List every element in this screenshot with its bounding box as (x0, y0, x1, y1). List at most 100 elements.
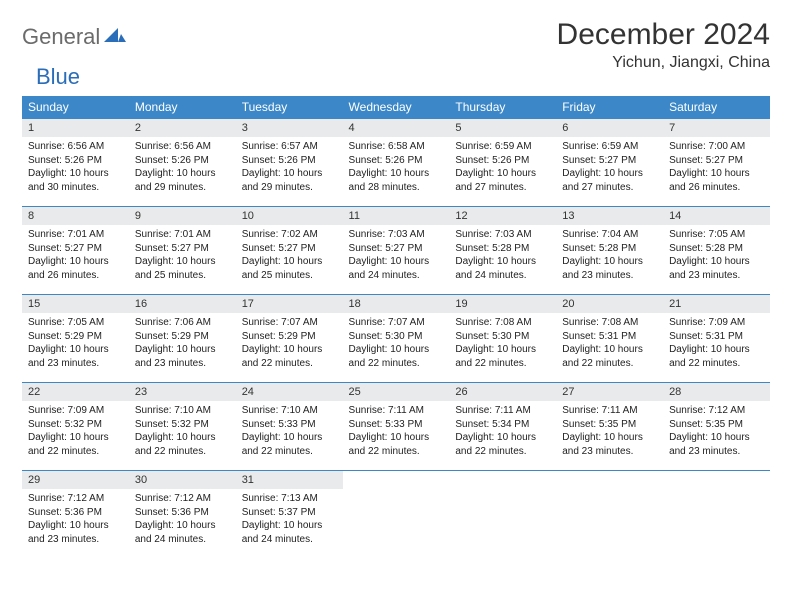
day-cell-empty (343, 471, 450, 559)
day-cell: 13Sunrise: 7:04 AMSunset: 5:28 PMDayligh… (556, 207, 663, 295)
day-header-monday: Monday (129, 96, 236, 119)
day-cell: 8Sunrise: 7:01 AMSunset: 5:27 PMDaylight… (22, 207, 129, 295)
day-details: Sunrise: 7:01 AMSunset: 5:27 PMDaylight:… (22, 225, 129, 288)
day-number: 30 (129, 471, 236, 489)
day-cell: 12Sunrise: 7:03 AMSunset: 5:28 PMDayligh… (449, 207, 556, 295)
day-cell: 20Sunrise: 7:08 AMSunset: 5:31 PMDayligh… (556, 295, 663, 383)
day-cell: 9Sunrise: 7:01 AMSunset: 5:27 PMDaylight… (129, 207, 236, 295)
day-details: Sunrise: 6:56 AMSunset: 5:26 PMDaylight:… (22, 137, 129, 200)
day-details: Sunrise: 7:05 AMSunset: 5:28 PMDaylight:… (663, 225, 770, 288)
day-cell: 30Sunrise: 7:12 AMSunset: 5:36 PMDayligh… (129, 471, 236, 559)
day-details: Sunrise: 7:11 AMSunset: 5:33 PMDaylight:… (343, 401, 450, 464)
day-cell: 15Sunrise: 7:05 AMSunset: 5:29 PMDayligh… (22, 295, 129, 383)
title-block: December 2024 Yichun, Jiangxi, China (557, 18, 770, 72)
day-number: 21 (663, 295, 770, 313)
day-number: 1 (22, 119, 129, 137)
day-number: 9 (129, 207, 236, 225)
day-cell: 22Sunrise: 7:09 AMSunset: 5:32 PMDayligh… (22, 383, 129, 471)
day-header-saturday: Saturday (663, 96, 770, 119)
day-number: 15 (22, 295, 129, 313)
day-cell: 29Sunrise: 7:12 AMSunset: 5:36 PMDayligh… (22, 471, 129, 559)
day-details: Sunrise: 7:08 AMSunset: 5:31 PMDaylight:… (556, 313, 663, 376)
day-cell-empty (449, 471, 556, 559)
day-cell: 27Sunrise: 7:11 AMSunset: 5:35 PMDayligh… (556, 383, 663, 471)
logo-text-blue: Blue (36, 64, 80, 90)
day-cell: 14Sunrise: 7:05 AMSunset: 5:28 PMDayligh… (663, 207, 770, 295)
day-number: 10 (236, 207, 343, 225)
day-details: Sunrise: 7:03 AMSunset: 5:28 PMDaylight:… (449, 225, 556, 288)
day-cell-empty (663, 471, 770, 559)
day-number: 11 (343, 207, 450, 225)
day-details: Sunrise: 7:11 AMSunset: 5:34 PMDaylight:… (449, 401, 556, 464)
day-number: 6 (556, 119, 663, 137)
logo-triangle-icon (104, 26, 126, 49)
day-cell: 21Sunrise: 7:09 AMSunset: 5:31 PMDayligh… (663, 295, 770, 383)
logo: General (22, 18, 128, 50)
day-cell: 1Sunrise: 6:56 AMSunset: 5:26 PMDaylight… (22, 119, 129, 207)
day-cell: 4Sunrise: 6:58 AMSunset: 5:26 PMDaylight… (343, 119, 450, 207)
day-header-tuesday: Tuesday (236, 96, 343, 119)
calendar-row: 29Sunrise: 7:12 AMSunset: 5:36 PMDayligh… (22, 471, 770, 559)
day-header-row: SundayMondayTuesdayWednesdayThursdayFrid… (22, 96, 770, 119)
day-details: Sunrise: 7:08 AMSunset: 5:30 PMDaylight:… (449, 313, 556, 376)
day-details: Sunrise: 7:10 AMSunset: 5:33 PMDaylight:… (236, 401, 343, 464)
day-number: 2 (129, 119, 236, 137)
calendar-row: 22Sunrise: 7:09 AMSunset: 5:32 PMDayligh… (22, 383, 770, 471)
day-number: 23 (129, 383, 236, 401)
day-details: Sunrise: 7:06 AMSunset: 5:29 PMDaylight:… (129, 313, 236, 376)
day-number: 7 (663, 119, 770, 137)
day-cell: 25Sunrise: 7:11 AMSunset: 5:33 PMDayligh… (343, 383, 450, 471)
calendar-row: 1Sunrise: 6:56 AMSunset: 5:26 PMDaylight… (22, 119, 770, 207)
day-number: 5 (449, 119, 556, 137)
day-details: Sunrise: 7:07 AMSunset: 5:30 PMDaylight:… (343, 313, 450, 376)
calendar-body: 1Sunrise: 6:56 AMSunset: 5:26 PMDaylight… (22, 119, 770, 559)
day-cell: 31Sunrise: 7:13 AMSunset: 5:37 PMDayligh… (236, 471, 343, 559)
day-details: Sunrise: 7:00 AMSunset: 5:27 PMDaylight:… (663, 137, 770, 200)
day-cell: 10Sunrise: 7:02 AMSunset: 5:27 PMDayligh… (236, 207, 343, 295)
day-details: Sunrise: 7:09 AMSunset: 5:32 PMDaylight:… (22, 401, 129, 464)
day-number: 22 (22, 383, 129, 401)
day-number: 13 (556, 207, 663, 225)
day-details: Sunrise: 6:58 AMSunset: 5:26 PMDaylight:… (343, 137, 450, 200)
day-details: Sunrise: 7:01 AMSunset: 5:27 PMDaylight:… (129, 225, 236, 288)
day-number: 27 (556, 383, 663, 401)
day-details: Sunrise: 7:03 AMSunset: 5:27 PMDaylight:… (343, 225, 450, 288)
day-cell: 18Sunrise: 7:07 AMSunset: 5:30 PMDayligh… (343, 295, 450, 383)
day-number: 16 (129, 295, 236, 313)
location: Yichun, Jiangxi, China (557, 54, 770, 72)
day-cell: 16Sunrise: 7:06 AMSunset: 5:29 PMDayligh… (129, 295, 236, 383)
day-number: 20 (556, 295, 663, 313)
day-number: 24 (236, 383, 343, 401)
day-cell: 26Sunrise: 7:11 AMSunset: 5:34 PMDayligh… (449, 383, 556, 471)
day-cell: 28Sunrise: 7:12 AMSunset: 5:35 PMDayligh… (663, 383, 770, 471)
day-details: Sunrise: 7:12 AMSunset: 5:35 PMDaylight:… (663, 401, 770, 464)
day-details: Sunrise: 7:05 AMSunset: 5:29 PMDaylight:… (22, 313, 129, 376)
day-number: 3 (236, 119, 343, 137)
calendar-row: 15Sunrise: 7:05 AMSunset: 5:29 PMDayligh… (22, 295, 770, 383)
calendar-row: 8Sunrise: 7:01 AMSunset: 5:27 PMDaylight… (22, 207, 770, 295)
day-details: Sunrise: 7:11 AMSunset: 5:35 PMDaylight:… (556, 401, 663, 464)
day-header-wednesday: Wednesday (343, 96, 450, 119)
day-cell: 23Sunrise: 7:10 AMSunset: 5:32 PMDayligh… (129, 383, 236, 471)
day-cell: 17Sunrise: 7:07 AMSunset: 5:29 PMDayligh… (236, 295, 343, 383)
day-number: 29 (22, 471, 129, 489)
day-details: Sunrise: 7:10 AMSunset: 5:32 PMDaylight:… (129, 401, 236, 464)
day-cell-empty (556, 471, 663, 559)
calendar-table: SundayMondayTuesdayWednesdayThursdayFrid… (22, 96, 770, 559)
day-cell: 6Sunrise: 6:59 AMSunset: 5:27 PMDaylight… (556, 119, 663, 207)
day-header-sunday: Sunday (22, 96, 129, 119)
logo-text-general: General (22, 24, 100, 50)
day-header-friday: Friday (556, 96, 663, 119)
day-number: 17 (236, 295, 343, 313)
day-cell: 11Sunrise: 7:03 AMSunset: 5:27 PMDayligh… (343, 207, 450, 295)
day-details: Sunrise: 6:56 AMSunset: 5:26 PMDaylight:… (129, 137, 236, 200)
day-header-thursday: Thursday (449, 96, 556, 119)
day-details: Sunrise: 6:57 AMSunset: 5:26 PMDaylight:… (236, 137, 343, 200)
day-cell: 5Sunrise: 6:59 AMSunset: 5:26 PMDaylight… (449, 119, 556, 207)
day-details: Sunrise: 7:12 AMSunset: 5:36 PMDaylight:… (22, 489, 129, 552)
day-number: 12 (449, 207, 556, 225)
day-number: 26 (449, 383, 556, 401)
day-cell: 24Sunrise: 7:10 AMSunset: 5:33 PMDayligh… (236, 383, 343, 471)
day-number: 14 (663, 207, 770, 225)
day-details: Sunrise: 7:07 AMSunset: 5:29 PMDaylight:… (236, 313, 343, 376)
